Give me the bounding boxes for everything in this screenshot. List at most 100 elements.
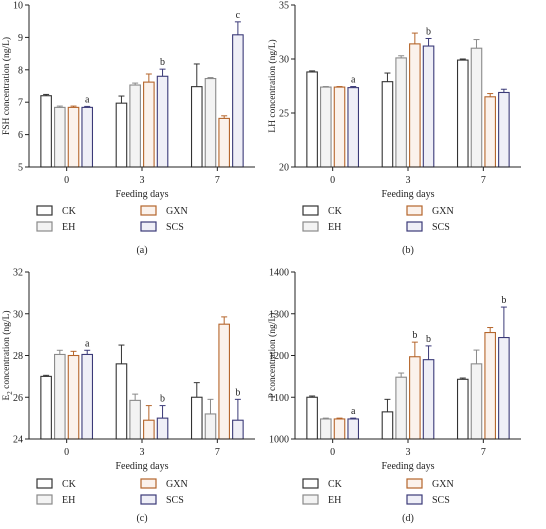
bar-gxn-day-3	[143, 81, 155, 168]
legend-swatch-ck	[302, 478, 319, 489]
bar-scs-day-7	[232, 34, 244, 168]
bar-scs-day-3	[156, 75, 169, 168]
bar-gxn-day-3	[143, 419, 155, 440]
y-tick-label: 1200	[269, 351, 289, 362]
y-axis-label-sub: 2	[6, 391, 14, 395]
bar-ck-day-7	[190, 396, 203, 440]
bar-scs-day-3	[422, 45, 435, 168]
bar-ck-day-3	[115, 102, 128, 168]
bar-eh-day-3	[395, 57, 407, 168]
y-tick-label: 30	[279, 55, 289, 66]
bar-scs-day-0	[347, 87, 360, 168]
bar-eh-day-3	[129, 399, 141, 440]
bar-scs-day-0	[347, 418, 360, 440]
legend-label-ck: CK	[328, 479, 343, 490]
bar-gxn-day-0	[67, 354, 80, 440]
x-tick-label: 7	[215, 175, 220, 186]
significance-letter: b	[426, 26, 431, 37]
x-tick-label: 7	[215, 447, 220, 458]
bar-gxn-day-7	[484, 96, 496, 168]
legend-label-gxn: GXN	[432, 206, 454, 217]
legend-swatch-gxn	[140, 478, 157, 489]
panel-label: (a)	[136, 245, 147, 256]
x-axis-label: Feeding days	[115, 461, 168, 472]
legend-swatch-ck	[302, 205, 319, 216]
bar-ck-day-7	[456, 378, 469, 440]
significance-letter: c	[236, 10, 241, 21]
legend-swatch-gxn	[140, 205, 157, 216]
bar-ck-day-7	[456, 59, 469, 168]
y-axis-label: LH concentration (ng/L)	[267, 39, 278, 132]
bar-ck-day-0	[40, 375, 52, 440]
legend-label-ck: CK	[62, 479, 77, 490]
legend-swatch-scs	[406, 221, 423, 232]
bar-scs-day-0	[81, 353, 94, 440]
bar-gxn-day-7	[218, 117, 230, 168]
bar-gxn-day-0	[67, 106, 80, 168]
significance-letter: b	[412, 330, 417, 341]
significance-letter: a	[351, 406, 356, 417]
legend-swatch-scs	[140, 494, 157, 505]
y-axis-label-main: E	[2, 395, 12, 401]
bar-eh-day-0	[54, 353, 66, 440]
significance-letter: a	[351, 75, 356, 86]
bar-eh-day-0	[320, 86, 332, 168]
y-tick-label: 20	[279, 163, 289, 174]
y-tick-label: 35	[279, 1, 289, 12]
y-tick-label: 1300	[269, 309, 289, 320]
x-axis-label: Feeding days	[115, 189, 168, 200]
legend-swatch-ck	[36, 478, 53, 489]
bar-scs-day-3	[156, 417, 169, 440]
legend-label-scs: SCS	[166, 222, 184, 233]
bar-eh-day-3	[395, 376, 407, 440]
significance-letter: a	[85, 94, 90, 105]
significance-letter: b	[160, 57, 165, 68]
x-axis-label: Feeding days	[381, 461, 434, 472]
legend-label-gxn: GXN	[166, 479, 188, 490]
x-tick-label: 7	[481, 447, 486, 458]
bar-ck-day-7	[190, 86, 203, 168]
bar-gxn-day-7	[484, 331, 496, 440]
legend-label-ck: CK	[328, 206, 343, 217]
bar-eh-day-7	[204, 77, 217, 168]
bar-ck-day-3	[115, 363, 128, 440]
y-tick-label: 1000	[269, 435, 289, 446]
bar-gxn-day-0	[333, 86, 346, 168]
x-axis-label: Feeding days	[381, 189, 434, 200]
legend-swatch-eh	[302, 221, 319, 232]
x-tick-label: 3	[140, 175, 145, 186]
x-tick-label: 3	[406, 447, 411, 458]
bar-eh-day-3	[129, 84, 141, 168]
y-axis-label-rest: concentration (ng/L)	[1, 310, 12, 391]
bar-scs-day-7	[232, 419, 244, 440]
legend-label-eh: EH	[328, 495, 341, 506]
y-tick-label: 9	[18, 33, 23, 44]
legend-label-gxn: GXN	[166, 206, 188, 217]
legend-swatch-scs	[140, 221, 157, 232]
y-tick-label: 7	[18, 98, 23, 109]
x-tick-label: 0	[330, 447, 335, 458]
legend-label-ck: CK	[62, 206, 77, 217]
legend-label-eh: EH	[62, 495, 75, 506]
bar-ck-day-0	[40, 95, 52, 168]
chart-panel-3: E2 concentration (ng/L) 24 26 28 30 32 0 3 7 a b b F…	[1, 268, 255, 524]
y-tick-label: 8	[18, 65, 23, 76]
bar-eh-day-7	[470, 47, 483, 168]
legend-swatch-gxn	[406, 478, 423, 489]
panel-label: (c)	[136, 513, 147, 524]
significance-letter: a	[85, 338, 90, 349]
legend-label-eh: EH	[62, 222, 75, 233]
bar-gxn-day-3	[409, 356, 421, 440]
bar-scs-day-7	[498, 336, 510, 440]
y-tick-label: 10	[13, 1, 23, 12]
y-tick-label: 24	[13, 435, 23, 446]
bar-gxn-day-0	[333, 418, 346, 440]
chart-panel-4: P concentration (ng/L) 1000 1100 1200 1300 14…	[267, 268, 521, 524]
legend-swatch-eh	[36, 221, 53, 232]
legend-swatch-scs	[406, 494, 423, 505]
y-axis-label: FSH concentration (ng/L)	[1, 37, 12, 135]
x-tick-label: 0	[64, 175, 69, 186]
x-tick-label: 3	[140, 447, 145, 458]
y-tick-label: 28	[13, 351, 23, 362]
bar-gxn-day-7	[218, 323, 230, 440]
